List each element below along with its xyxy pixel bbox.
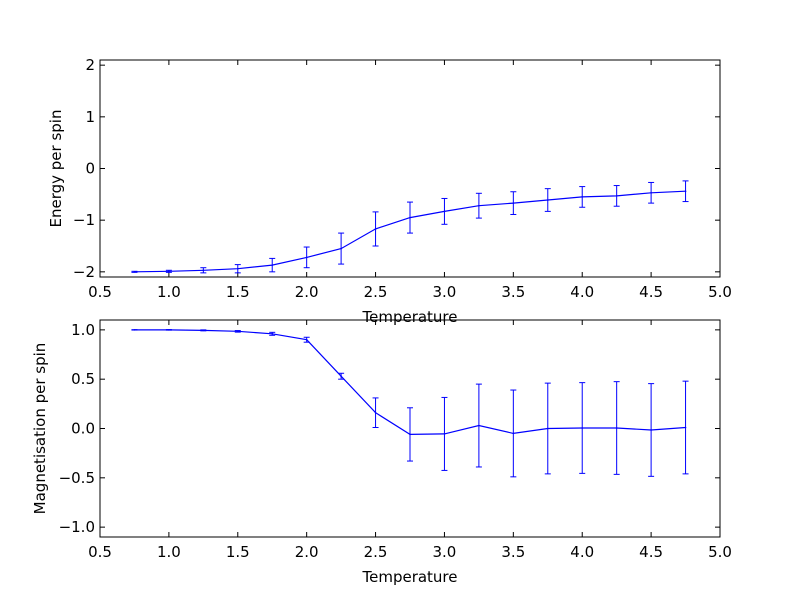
data-point: [650, 191, 652, 194]
data-point: [374, 228, 377, 230]
data-point: [478, 204, 480, 207]
x-tick-label: 3.5: [501, 543, 525, 561]
x-axis-label: Temperature: [361, 308, 457, 326]
x-tick-label: 1.5: [226, 543, 250, 561]
data-point: [581, 196, 584, 198]
x-tick-label: 3.0: [433, 283, 457, 301]
data-point: [340, 247, 342, 250]
x-tick-label: 2.0: [295, 543, 319, 561]
data-point: [615, 427, 618, 429]
data-point: [168, 270, 170, 273]
y-axis-label: Energy per spin: [47, 110, 65, 228]
data-point: [305, 256, 308, 259]
data-point: [202, 269, 205, 272]
y-tick-label: 0.0: [71, 420, 95, 438]
x-tick-label: 2.0: [295, 283, 319, 301]
y-tick-label: −1.0: [59, 518, 95, 536]
y-tick-label: −1: [73, 211, 95, 229]
y-tick-label: −2: [73, 263, 95, 281]
data-point: [443, 210, 446, 213]
plot-panel-2: 0.5 1.0 1.5 2.0 2.5 3.0 3.5 4.0 4.5 5.0 1.0 0.5 0.0 −…: [31, 319, 732, 586]
x-tick-label: 4.5: [639, 543, 663, 561]
x-tick-label: 4.5: [639, 283, 663, 301]
data-point: [236, 330, 239, 333]
y-axis-label: Magnetisation per spin: [31, 343, 49, 515]
x-tick-label: 4.0: [570, 283, 594, 301]
y-tick-label: −0.5: [59, 469, 95, 487]
axes-frame: [99, 59, 721, 278]
data-point: [581, 427, 584, 429]
data-point: [650, 429, 652, 431]
x-tick-label: 0.5: [88, 283, 112, 301]
y-tick-label: 1: [85, 108, 95, 126]
x-tick-label: 4.0: [570, 543, 594, 561]
x-tick-label: 1.0: [157, 543, 181, 561]
data-point: [546, 427, 549, 430]
axes-frame: [99, 319, 721, 538]
data-point: [271, 333, 274, 335]
data-point: [512, 432, 515, 435]
data-point: [168, 329, 170, 331]
data-point: [202, 329, 205, 332]
x-tick-label: 0.5: [88, 543, 112, 561]
data-point: [271, 264, 274, 266]
x-tick-label: 2.5: [364, 543, 388, 561]
y-tick-label: 0: [85, 160, 95, 178]
data-point: [133, 271, 136, 273]
data-point: [512, 202, 515, 204]
x-tick-label: 2.5: [364, 283, 388, 301]
data-point: [340, 375, 342, 378]
y-tick-label: 2: [85, 56, 95, 74]
data-point: [133, 329, 136, 331]
x-axis-label: Temperature: [361, 568, 457, 586]
data-point: [374, 411, 377, 414]
x-tick-label: 5.0: [708, 543, 732, 561]
x-tick-label: 5.0: [708, 283, 732, 301]
data-point: [443, 433, 446, 435]
y-tick-label: 0.5: [71, 370, 95, 388]
x-tick-label: 1.5: [226, 283, 250, 301]
data-point: [684, 190, 687, 193]
data-point: [684, 426, 687, 429]
y-tick-label: 1.0: [71, 321, 95, 339]
data-point: [409, 433, 411, 436]
data-point: [478, 424, 480, 427]
x-tick-label: 3.5: [501, 283, 525, 301]
x-tick-label: 3.0: [433, 543, 457, 561]
data-point: [236, 267, 239, 270]
data-point: [615, 195, 618, 197]
data-point: [409, 216, 411, 219]
plot-panel-1: 0.5 1.0 1.5 2.0 2.5 3.0 3.5 4.0 4.5 5.0 −2 −1 0 1 2 Tem…: [47, 56, 732, 326]
x-tick-label: 1.0: [157, 283, 181, 301]
data-point: [305, 338, 308, 341]
data-point: [546, 199, 549, 201]
